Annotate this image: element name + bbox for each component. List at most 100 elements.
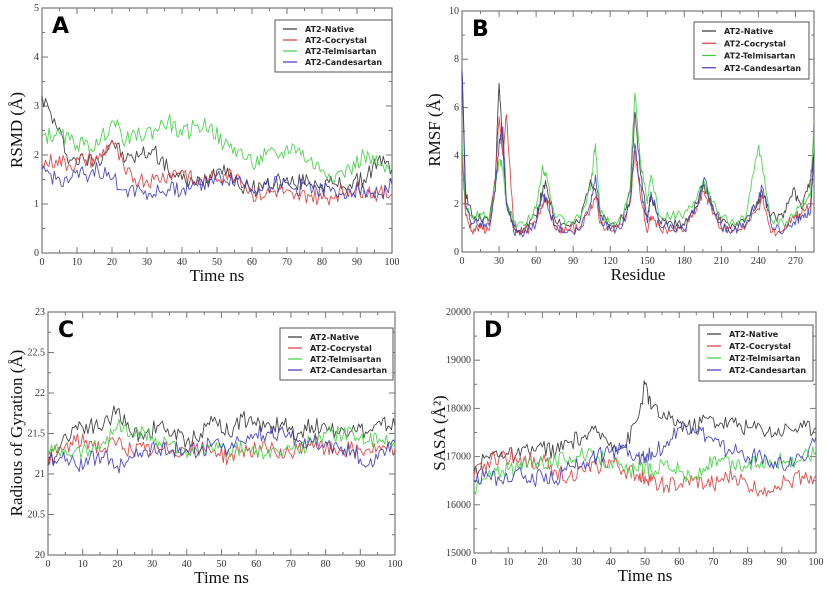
x-axis-title: Time ns — [190, 266, 245, 285]
panel-d: 0 10 20 30 40 50 60 70 89 90 100 15000 16000 17000 180… — [430, 307, 824, 585]
y-axis-title: RSMD (Å) — [7, 92, 26, 168]
series-line-at2-telmisartan — [461, 92, 815, 229]
series-line-at2-native — [41, 96, 393, 197]
x-tick-label: 240 — [751, 256, 766, 267]
series-line-at2-native — [473, 380, 817, 476]
x-tick-label: 10 — [503, 557, 513, 568]
series-line-at2-cocrystal — [41, 139, 393, 206]
series-line-at2-cocrystal — [47, 433, 396, 466]
legend-entry: AT2-Native — [310, 333, 360, 342]
legend: AT2-Native AT2-Cocrystal AT2-Telmisartan AT… — [274, 19, 393, 73]
y-tick-label: 5 — [34, 3, 39, 14]
x-tick-label: 60 — [531, 256, 541, 267]
y-axis-title: SASA (Å²) — [430, 395, 449, 470]
x-tick-label: 0 — [40, 257, 45, 268]
legend-entry: AT2-Cocrystal — [310, 344, 372, 353]
legend: AT2-Native AT2-Cocrystal AT2-Telmisartan AT… — [279, 327, 394, 381]
legend-entry: AT2-Telmisartan — [724, 52, 796, 61]
x-tick-label: 60 — [251, 559, 261, 570]
x-axis-title: Residue — [611, 265, 666, 284]
x-tick-label: 50 — [212, 257, 222, 268]
legend: AT2-Native AT2-Cocrystal AT2-Telmisartan AT… — [698, 324, 814, 382]
x-tick-label: 89 — [743, 557, 753, 568]
x-tick-label: 20 — [112, 559, 122, 570]
legend-entry: AT2-Native — [724, 27, 774, 36]
legend-entry: AT2-Cocrystal — [724, 39, 786, 48]
y-tick-label: 17000 — [446, 452, 471, 463]
x-tick-label: 90 — [355, 559, 365, 570]
legend-entry: AT2-Telmisartan — [729, 354, 801, 363]
x-tick-label: 180 — [677, 256, 692, 267]
series-line-at2-candesartan — [473, 421, 817, 487]
x-tick-label: 60 — [247, 257, 257, 268]
x-tick-label: 150 — [640, 256, 655, 267]
y-tick-label: 16000 — [446, 500, 471, 511]
y-tick-label: 20.5 — [28, 510, 46, 521]
x-tick-label: 270 — [788, 256, 803, 267]
x-tick-label: 30 — [142, 257, 152, 268]
legend-entry: AT2-Telmisartan — [305, 47, 377, 56]
x-tick-label: 100 — [388, 559, 403, 570]
x-tick-label: 100 — [385, 257, 400, 268]
x-tick-label: 80 — [317, 257, 327, 268]
y-tick-label: 20 — [35, 550, 45, 561]
x-tick-label: 20 — [537, 557, 547, 568]
y-tick-label: 19000 — [446, 355, 471, 366]
x-tick-label: 50 — [640, 557, 650, 568]
panel-c: 0 10 20 30 40 50 60 70 80 90 100 20 20.5 21 21.5 22 22.5… — [7, 307, 403, 587]
x-tick-label: 70 — [282, 257, 292, 268]
legend: AT2-Native AT2-Cocrystal AT2-Telmisartan AT… — [693, 21, 810, 80]
y-tick-label: 4 — [34, 52, 39, 63]
x-tick-label: 40 — [182, 559, 192, 570]
series-line-at2-native — [461, 71, 815, 234]
x-tick-label: 90 — [777, 557, 787, 568]
y-tick-label: 8 — [454, 54, 459, 65]
legend-entry: AT2-Candesartan — [729, 366, 806, 375]
y-tick-label: 22.5 — [28, 348, 46, 359]
x-tick-label: 0 — [46, 559, 51, 570]
x-tick-label: 30 — [494, 256, 504, 267]
y-axis-title: RMSF (Å) — [425, 93, 444, 166]
x-axis-title: Time ns — [618, 566, 673, 585]
x-tick-label: 60 — [674, 557, 684, 568]
series-line-at2-telmisartan — [41, 113, 393, 183]
x-tick-label: 90 — [352, 257, 362, 268]
series-line-at2-candesartan — [41, 161, 393, 201]
x-tick-label: 80 — [321, 559, 331, 570]
panel-b: 0 30 60 90 120 150 180 210 240 270 0 2 4 6 8 10 B AT2-Nat… — [425, 6, 815, 284]
x-tick-label: 10 — [78, 559, 88, 570]
y-tick-label: 0 — [454, 247, 459, 258]
panel-label: D — [484, 318, 502, 343]
legend-entry: AT2-Candesartan — [305, 58, 382, 67]
legend-entry: AT2-Cocrystal — [729, 342, 791, 351]
y-tick-label: 3 — [34, 101, 39, 112]
panel-label: B — [472, 17, 489, 42]
y-tick-label: 6 — [454, 102, 459, 113]
x-tick-label: 70 — [708, 557, 718, 568]
x-tick-label: 210 — [714, 256, 729, 267]
legend-entry: AT2-Cocrystal — [305, 36, 367, 45]
series-line-at2-telmisartan — [473, 446, 817, 495]
y-tick-label: 20000 — [446, 307, 471, 318]
x-tick-label: 40 — [606, 557, 616, 568]
legend-entry: AT2-Telmisartan — [310, 355, 382, 364]
series-line-at2-candesartan — [461, 71, 815, 238]
x-tick-label: 0 — [472, 557, 477, 568]
x-tick-label: 100 — [809, 557, 824, 568]
x-axis-title: Time ns — [194, 568, 249, 587]
x-tick-label: 120 — [603, 256, 618, 267]
y-tick-label: 10 — [449, 6, 459, 17]
y-tick-label: 21.5 — [28, 429, 46, 440]
y-tick-label: 1 — [34, 199, 39, 210]
y-tick-label: 22 — [35, 388, 45, 399]
x-tick-label: 30 — [147, 559, 157, 570]
legend-entry: AT2-Candesartan — [310, 366, 387, 375]
x-tick-label: 10 — [72, 257, 82, 268]
x-tick-label: 90 — [568, 256, 578, 267]
panel-label: A — [52, 14, 69, 39]
legend-entry: AT2-Native — [305, 25, 355, 34]
y-tick-label: 2 — [454, 199, 459, 210]
legend-entry: AT2-Candesartan — [724, 64, 801, 73]
